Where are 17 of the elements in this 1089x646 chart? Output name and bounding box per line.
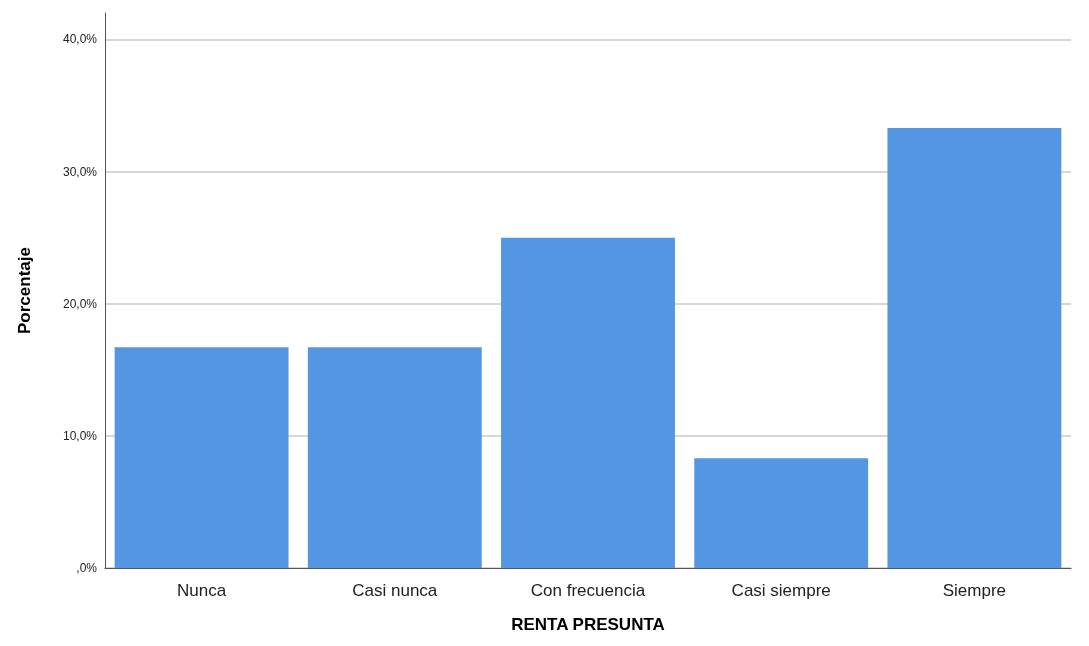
- y-tick-label: 20,0%: [62, 296, 98, 311]
- x-tick-label: Siempre: [942, 581, 1007, 600]
- y-axis-title: Porcentaje: [15, 247, 34, 334]
- x-tick-label: Casi nunca: [352, 581, 438, 600]
- x-tick-label: Nunca: [177, 581, 227, 600]
- bar: [694, 458, 869, 568]
- bar: [114, 347, 289, 568]
- x-tick-label: Casi siempre: [731, 581, 831, 600]
- bar: [501, 237, 675, 568]
- y-tick-label: 40,0%: [62, 32, 98, 47]
- y-tick-label: 10,0%: [62, 428, 98, 443]
- y-tick-label: 30,0%: [62, 164, 98, 179]
- x-axis-title: RENTA PRESUNTA: [511, 615, 665, 634]
- x-tick-label: Con frecuencia: [530, 581, 646, 600]
- bar: [307, 347, 482, 568]
- bar: [887, 127, 1062, 568]
- y-tick-label: ,0%: [76, 561, 98, 575]
